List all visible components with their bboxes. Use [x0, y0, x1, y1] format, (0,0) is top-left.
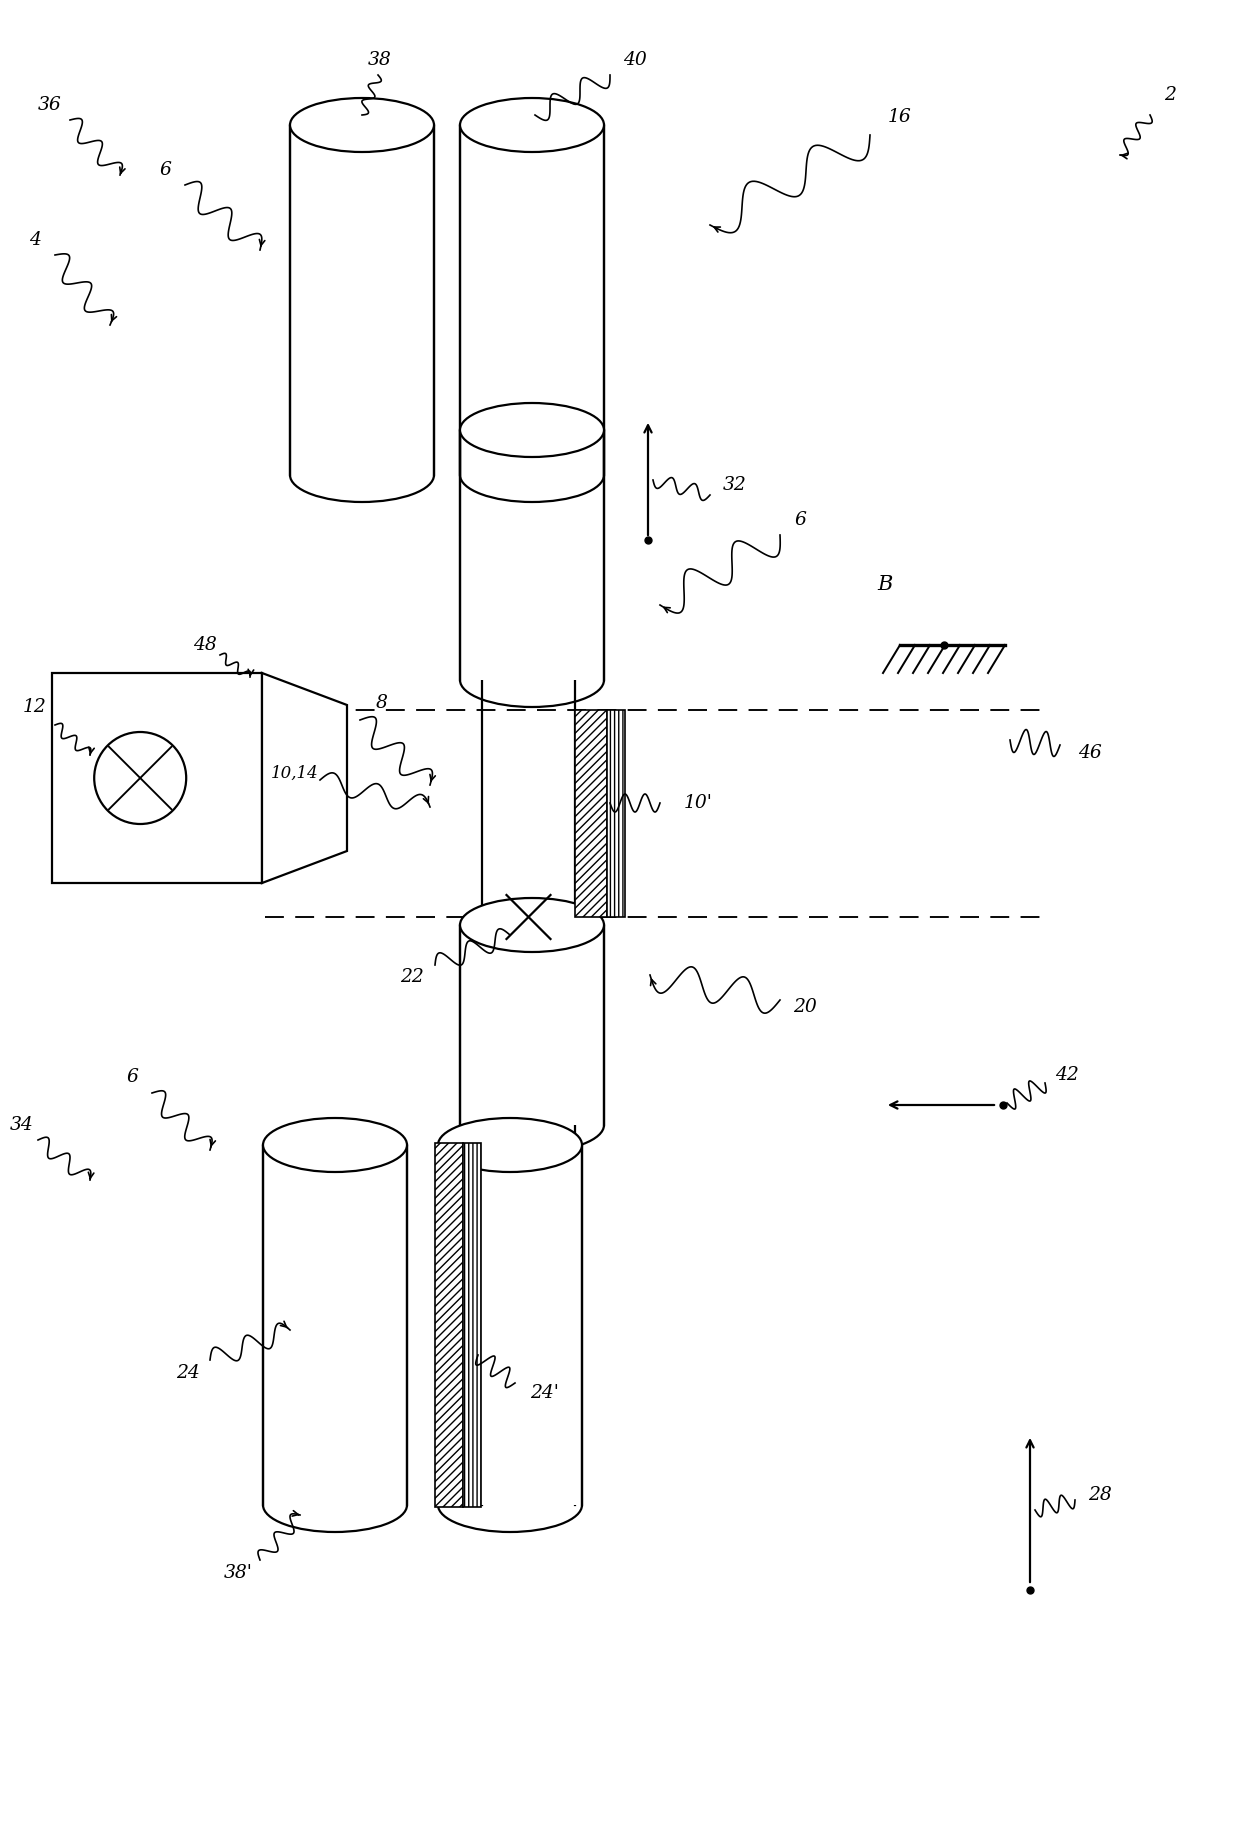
- Text: 24: 24: [176, 1363, 200, 1382]
- Text: 38: 38: [368, 52, 392, 68]
- Ellipse shape: [290, 98, 434, 151]
- Text: 16: 16: [888, 109, 911, 125]
- Bar: [575, 710, 608, 917]
- Text: 6: 6: [794, 511, 806, 530]
- Bar: [460, 430, 604, 681]
- Text: 4: 4: [29, 231, 41, 249]
- Bar: [435, 1144, 463, 1507]
- Text: 34: 34: [10, 1116, 33, 1135]
- Text: B: B: [878, 576, 893, 594]
- Text: 12: 12: [24, 697, 47, 716]
- Text: 48: 48: [193, 637, 217, 653]
- Text: 6: 6: [126, 1068, 138, 1087]
- Text: 10': 10': [683, 793, 713, 812]
- Bar: [463, 1144, 481, 1507]
- Text: 6: 6: [159, 161, 171, 179]
- Ellipse shape: [438, 1118, 582, 1172]
- Circle shape: [94, 732, 186, 825]
- Bar: [438, 1146, 582, 1506]
- Bar: [460, 125, 604, 474]
- Text: 32: 32: [723, 476, 746, 494]
- Text: 2: 2: [1164, 87, 1176, 103]
- Ellipse shape: [460, 98, 604, 151]
- Text: 46: 46: [1078, 744, 1102, 762]
- Text: 24': 24': [531, 1384, 559, 1402]
- Bar: [608, 710, 625, 917]
- Text: 36: 36: [38, 96, 62, 114]
- Bar: [460, 924, 604, 1125]
- Ellipse shape: [460, 899, 604, 952]
- Text: 42: 42: [1055, 1066, 1079, 1085]
- Text: 40: 40: [624, 52, 647, 68]
- Bar: [290, 125, 434, 474]
- Text: 10,14: 10,14: [272, 764, 319, 782]
- Text: 28: 28: [1089, 1485, 1112, 1504]
- Text: 8: 8: [376, 694, 388, 712]
- Ellipse shape: [460, 402, 604, 458]
- Text: 22: 22: [401, 969, 424, 985]
- Bar: [263, 1146, 407, 1506]
- Text: 20: 20: [794, 998, 817, 1017]
- Text: 38': 38': [223, 1565, 253, 1581]
- Ellipse shape: [263, 1118, 407, 1172]
- Polygon shape: [262, 673, 347, 884]
- Bar: [52, 673, 262, 884]
